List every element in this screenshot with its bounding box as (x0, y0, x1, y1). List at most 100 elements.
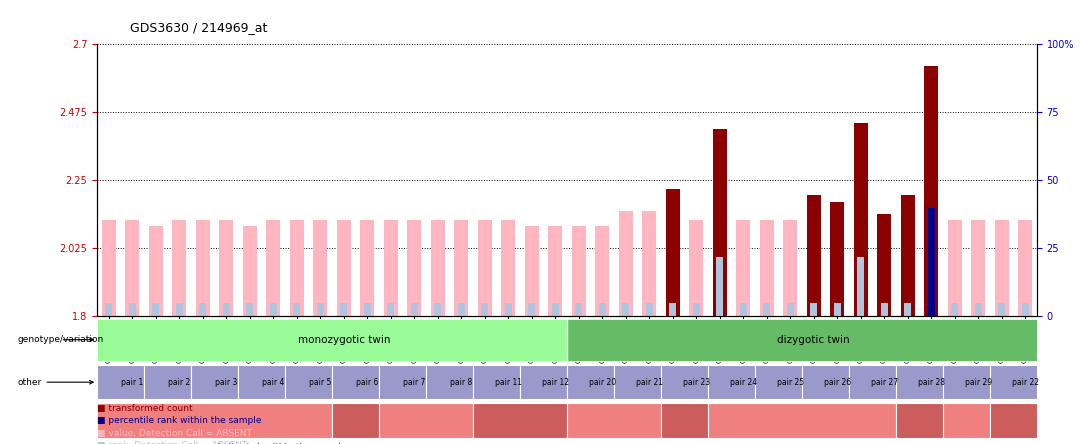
Bar (853, 123, 867, 316)
Bar (267, 220, 281, 316)
Bar (407, 220, 421, 316)
Text: GDS3630 / 214969_at: GDS3630 / 214969_at (130, 21, 267, 34)
Text: pair 22: pair 22 (1012, 378, 1039, 387)
Bar (858, 257, 864, 316)
Text: monozygotic twin: monozygotic twin (298, 335, 390, 345)
Bar (549, 226, 563, 316)
Text: ■ rank, Detection Call = ABSENT: ■ rank, Detection Call = ABSENT (97, 441, 247, 444)
Bar (410, 303, 418, 316)
Bar (222, 303, 230, 316)
Bar (619, 210, 633, 316)
Bar (102, 220, 116, 316)
Bar (455, 220, 469, 316)
Bar (173, 220, 187, 316)
Bar (364, 303, 370, 316)
Bar (646, 303, 652, 316)
Bar (149, 226, 163, 316)
Bar (200, 303, 206, 316)
FancyBboxPatch shape (521, 365, 567, 400)
Text: pair 27: pair 27 (870, 378, 897, 387)
FancyBboxPatch shape (97, 365, 145, 400)
Bar (971, 220, 985, 316)
Bar (834, 303, 840, 316)
FancyBboxPatch shape (567, 403, 661, 438)
FancyBboxPatch shape (567, 365, 613, 400)
Bar (924, 66, 939, 316)
FancyBboxPatch shape (708, 365, 755, 400)
FancyBboxPatch shape (567, 319, 1037, 361)
Bar (270, 303, 276, 316)
FancyBboxPatch shape (238, 365, 285, 400)
Text: pair 6: pair 6 (356, 378, 378, 387)
Text: dizygotic twin: dizygotic twin (778, 335, 850, 345)
Bar (689, 220, 703, 316)
Text: pair 28: pair 28 (918, 378, 945, 387)
Bar (1018, 220, 1032, 316)
FancyBboxPatch shape (989, 403, 1037, 438)
Text: pair 23: pair 23 (683, 378, 710, 387)
Bar (477, 220, 491, 316)
Bar (106, 303, 112, 316)
Bar (951, 303, 958, 316)
Bar (904, 303, 912, 316)
Bar (313, 220, 327, 316)
FancyBboxPatch shape (708, 403, 896, 438)
FancyBboxPatch shape (896, 365, 943, 400)
FancyBboxPatch shape (191, 365, 238, 400)
FancyBboxPatch shape (989, 365, 1037, 400)
Bar (552, 303, 558, 316)
Text: pair 2: pair 2 (168, 378, 190, 387)
Text: pair 5: pair 5 (309, 378, 332, 387)
Bar (928, 207, 934, 316)
Bar (947, 220, 961, 316)
Bar (482, 303, 488, 316)
Text: pair 11: pair 11 (495, 378, 522, 387)
FancyBboxPatch shape (379, 403, 473, 438)
Bar (246, 303, 254, 316)
Text: pair 20: pair 20 (589, 378, 616, 387)
FancyBboxPatch shape (943, 403, 989, 438)
Bar (831, 202, 845, 316)
Text: pair 1: pair 1 (121, 378, 144, 387)
Bar (294, 303, 300, 316)
Bar (129, 303, 136, 316)
Text: pair 8: pair 8 (450, 378, 472, 387)
Bar (974, 303, 982, 316)
FancyBboxPatch shape (333, 403, 379, 438)
FancyBboxPatch shape (661, 403, 708, 438)
Bar (737, 220, 751, 316)
FancyBboxPatch shape (473, 403, 567, 438)
FancyBboxPatch shape (849, 365, 896, 400)
Bar (716, 257, 724, 316)
Text: pair 21: pair 21 (636, 378, 663, 387)
Bar (998, 303, 1005, 316)
Text: pair 25: pair 25 (777, 378, 804, 387)
Text: pair 29: pair 29 (964, 378, 991, 387)
FancyBboxPatch shape (943, 365, 989, 400)
Text: genotype/variation: genotype/variation (17, 335, 104, 344)
Bar (880, 303, 888, 316)
Bar (383, 220, 397, 316)
Bar (388, 303, 394, 316)
FancyBboxPatch shape (473, 365, 521, 400)
Bar (337, 220, 351, 316)
Text: pair 3: pair 3 (215, 378, 238, 387)
Bar (501, 220, 515, 316)
Bar (713, 129, 727, 316)
Bar (289, 220, 303, 316)
Text: pair 12: pair 12 (542, 378, 569, 387)
Bar (783, 220, 797, 316)
Text: pair 24: pair 24 (730, 378, 757, 387)
Bar (195, 220, 210, 316)
Bar (740, 303, 746, 316)
Bar (622, 303, 630, 316)
Bar (361, 220, 375, 316)
Bar (316, 303, 324, 316)
Text: ■ transformed count: ■ transformed count (97, 404, 193, 413)
FancyBboxPatch shape (97, 403, 333, 438)
FancyBboxPatch shape (801, 365, 849, 400)
FancyBboxPatch shape (145, 365, 191, 400)
Bar (665, 190, 679, 316)
Bar (431, 220, 445, 316)
Bar (571, 226, 585, 316)
